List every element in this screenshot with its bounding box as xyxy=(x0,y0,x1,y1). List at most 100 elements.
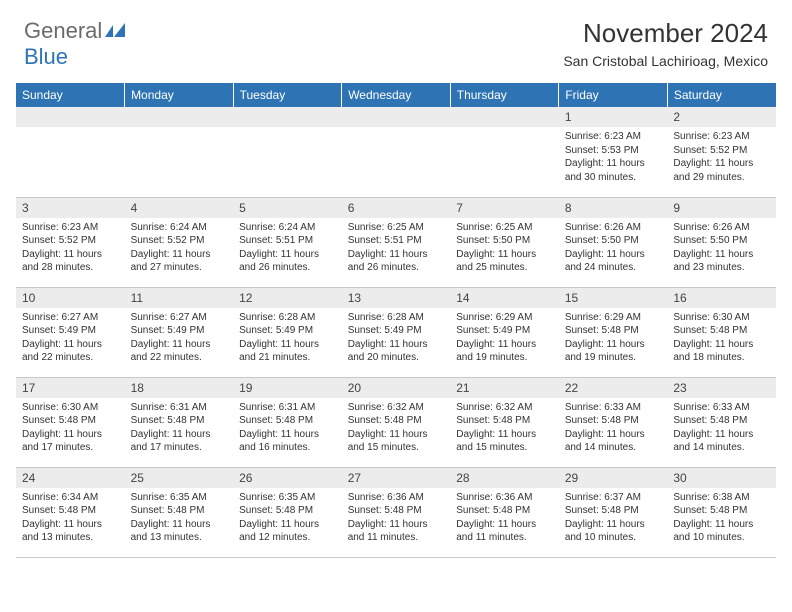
sunset-line: Sunset: 5:49 PM xyxy=(456,324,553,338)
day-number: 25 xyxy=(125,468,234,488)
day-content: Sunrise: 6:38 AMSunset: 5:48 PMDaylight:… xyxy=(667,488,776,551)
daylight-line: Daylight: 11 hours and 18 minutes. xyxy=(673,338,770,365)
sunrise-line: Sunrise: 6:32 AM xyxy=(348,401,445,415)
sunrise-line: Sunrise: 6:23 AM xyxy=(673,130,770,144)
calendar-day-cell: 12Sunrise: 6:28 AMSunset: 5:49 PMDayligh… xyxy=(233,287,342,377)
sunset-line: Sunset: 5:48 PM xyxy=(348,414,445,428)
brand-part2: Blue xyxy=(24,44,68,70)
sunrise-line: Sunrise: 6:34 AM xyxy=(22,491,119,505)
sunset-line: Sunset: 5:49 PM xyxy=(22,324,119,338)
daylight-line: Daylight: 11 hours and 10 minutes. xyxy=(565,518,662,545)
sunset-line: Sunset: 5:49 PM xyxy=(131,324,228,338)
sunrise-line: Sunrise: 6:30 AM xyxy=(673,311,770,325)
day-content: Sunrise: 6:37 AMSunset: 5:48 PMDaylight:… xyxy=(559,488,668,551)
weekday-header: Wednesday xyxy=(342,83,451,107)
sunset-line: Sunset: 5:50 PM xyxy=(673,234,770,248)
day-number: 3 xyxy=(16,198,125,218)
daylight-line: Daylight: 11 hours and 11 minutes. xyxy=(456,518,553,545)
day-number: 22 xyxy=(559,378,668,398)
calendar-day-cell xyxy=(233,107,342,197)
day-content: Sunrise: 6:24 AMSunset: 5:52 PMDaylight:… xyxy=(125,218,234,281)
calendar-day-cell xyxy=(450,107,559,197)
calendar-day-cell: 13Sunrise: 6:28 AMSunset: 5:49 PMDayligh… xyxy=(342,287,451,377)
day-number: 11 xyxy=(125,288,234,308)
sunset-line: Sunset: 5:48 PM xyxy=(22,414,119,428)
day-content: Sunrise: 6:23 AMSunset: 5:52 PMDaylight:… xyxy=(16,218,125,281)
sunset-line: Sunset: 5:48 PM xyxy=(22,504,119,518)
calendar-week-row: 1Sunrise: 6:23 AMSunset: 5:53 PMDaylight… xyxy=(16,107,776,197)
daylight-line: Daylight: 11 hours and 19 minutes. xyxy=(565,338,662,365)
sunset-line: Sunset: 5:48 PM xyxy=(673,504,770,518)
daylight-line: Daylight: 11 hours and 23 minutes. xyxy=(673,248,770,275)
sunset-line: Sunset: 5:51 PM xyxy=(348,234,445,248)
weekday-header: Friday xyxy=(559,83,668,107)
sunrise-line: Sunrise: 6:35 AM xyxy=(239,491,336,505)
calendar-day-cell: 25Sunrise: 6:35 AMSunset: 5:48 PMDayligh… xyxy=(125,467,234,557)
sunrise-line: Sunrise: 6:36 AM xyxy=(348,491,445,505)
day-content: Sunrise: 6:36 AMSunset: 5:48 PMDaylight:… xyxy=(450,488,559,551)
calendar-body: 1Sunrise: 6:23 AMSunset: 5:53 PMDaylight… xyxy=(16,107,776,557)
calendar-day-cell: 24Sunrise: 6:34 AMSunset: 5:48 PMDayligh… xyxy=(16,467,125,557)
day-number: 8 xyxy=(559,198,668,218)
daylight-line: Daylight: 11 hours and 12 minutes. xyxy=(239,518,336,545)
calendar-day-cell: 28Sunrise: 6:36 AMSunset: 5:48 PMDayligh… xyxy=(450,467,559,557)
sunrise-line: Sunrise: 6:27 AM xyxy=(22,311,119,325)
day-number: 10 xyxy=(16,288,125,308)
sunrise-line: Sunrise: 6:38 AM xyxy=(673,491,770,505)
sunrise-line: Sunrise: 6:24 AM xyxy=(131,221,228,235)
daylight-line: Daylight: 11 hours and 21 minutes. xyxy=(239,338,336,365)
day-number: 1 xyxy=(559,107,668,127)
location: San Cristobal Lachirioag, Mexico xyxy=(563,53,768,69)
calendar-day-cell: 10Sunrise: 6:27 AMSunset: 5:49 PMDayligh… xyxy=(16,287,125,377)
calendar-day-cell: 22Sunrise: 6:33 AMSunset: 5:48 PMDayligh… xyxy=(559,377,668,467)
sunset-line: Sunset: 5:48 PM xyxy=(673,324,770,338)
sunrise-line: Sunrise: 6:26 AM xyxy=(673,221,770,235)
sunrise-line: Sunrise: 6:29 AM xyxy=(456,311,553,325)
calendar-week-row: 24Sunrise: 6:34 AMSunset: 5:48 PMDayligh… xyxy=(16,467,776,557)
calendar-day-cell: 17Sunrise: 6:30 AMSunset: 5:48 PMDayligh… xyxy=(16,377,125,467)
brand-part1: General xyxy=(24,18,102,44)
calendar-day-cell: 23Sunrise: 6:33 AMSunset: 5:48 PMDayligh… xyxy=(667,377,776,467)
sunrise-line: Sunrise: 6:31 AM xyxy=(239,401,336,415)
sunset-line: Sunset: 5:50 PM xyxy=(565,234,662,248)
daylight-line: Daylight: 11 hours and 28 minutes. xyxy=(22,248,119,275)
weekday-header: Tuesday xyxy=(233,83,342,107)
day-number: 12 xyxy=(233,288,342,308)
day-content: Sunrise: 6:29 AMSunset: 5:48 PMDaylight:… xyxy=(559,308,668,371)
sunset-line: Sunset: 5:48 PM xyxy=(456,414,553,428)
month-title: November 2024 xyxy=(563,18,768,49)
daylight-line: Daylight: 11 hours and 19 minutes. xyxy=(456,338,553,365)
calendar-day-cell: 2Sunrise: 6:23 AMSunset: 5:52 PMDaylight… xyxy=(667,107,776,197)
day-content: Sunrise: 6:34 AMSunset: 5:48 PMDaylight:… xyxy=(16,488,125,551)
daylight-line: Daylight: 11 hours and 17 minutes. xyxy=(131,428,228,455)
calendar-table: SundayMondayTuesdayWednesdayThursdayFrid… xyxy=(16,83,776,558)
day-number: 2 xyxy=(667,107,776,127)
calendar-day-cell: 8Sunrise: 6:26 AMSunset: 5:50 PMDaylight… xyxy=(559,197,668,287)
sunrise-line: Sunrise: 6:29 AM xyxy=(565,311,662,325)
sunrise-line: Sunrise: 6:28 AM xyxy=(348,311,445,325)
daylight-line: Daylight: 11 hours and 13 minutes. xyxy=(22,518,119,545)
day-number: 27 xyxy=(342,468,451,488)
weekday-header: Monday xyxy=(125,83,234,107)
sunset-line: Sunset: 5:48 PM xyxy=(239,504,336,518)
sunrise-line: Sunrise: 6:33 AM xyxy=(673,401,770,415)
daylight-line: Daylight: 11 hours and 15 minutes. xyxy=(348,428,445,455)
day-number: 4 xyxy=(125,198,234,218)
sunrise-line: Sunrise: 6:26 AM xyxy=(565,221,662,235)
calendar-day-cell: 16Sunrise: 6:30 AMSunset: 5:48 PMDayligh… xyxy=(667,287,776,377)
calendar-day-cell: 4Sunrise: 6:24 AMSunset: 5:52 PMDaylight… xyxy=(125,197,234,287)
day-number: 9 xyxy=(667,198,776,218)
calendar-day-cell: 18Sunrise: 6:31 AMSunset: 5:48 PMDayligh… xyxy=(125,377,234,467)
sunset-line: Sunset: 5:51 PM xyxy=(239,234,336,248)
day-number: 17 xyxy=(16,378,125,398)
daylight-line: Daylight: 11 hours and 25 minutes. xyxy=(456,248,553,275)
sunset-line: Sunset: 5:48 PM xyxy=(565,324,662,338)
sunset-line: Sunset: 5:48 PM xyxy=(131,504,228,518)
day-content: Sunrise: 6:27 AMSunset: 5:49 PMDaylight:… xyxy=(125,308,234,371)
daylight-line: Daylight: 11 hours and 10 minutes. xyxy=(673,518,770,545)
title-block: November 2024 San Cristobal Lachirioag, … xyxy=(563,18,768,69)
day-content: Sunrise: 6:36 AMSunset: 5:48 PMDaylight:… xyxy=(342,488,451,551)
weekday-header: Saturday xyxy=(667,83,776,107)
empty-day-number xyxy=(16,107,125,127)
day-content: Sunrise: 6:28 AMSunset: 5:49 PMDaylight:… xyxy=(342,308,451,371)
